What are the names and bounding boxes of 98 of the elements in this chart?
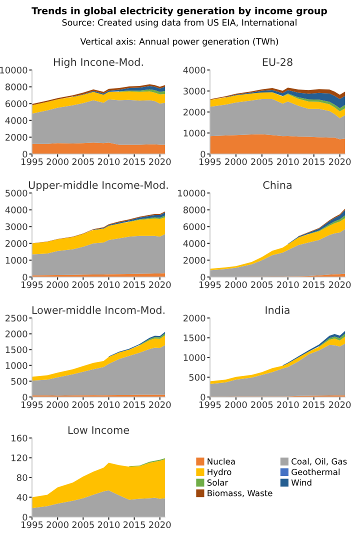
text: Trends in global electricity generation by income group [32, 7, 328, 16]
x-tick-label: 2000 [225, 158, 247, 166]
x-tick-label: 2005 [72, 281, 94, 288]
y-tick-label: 1000 [6, 256, 28, 264]
legend-label: Nuclea [208, 458, 235, 465]
x-tick-label: 2010 [277, 158, 299, 166]
y-tick-label: 4000 [183, 240, 206, 247]
x-tick-label: 2015 [303, 281, 325, 288]
y-tick-label: 160 [12, 434, 28, 442]
chart-title: High Incone-Mod. [54, 58, 143, 68]
x-tick-label: 2005 [251, 281, 273, 288]
y-tick-label: 10000 [0, 66, 28, 74]
x-tick-label: 2020 [149, 401, 171, 408]
x-tick-label: 2015 [123, 401, 146, 408]
x-tick-label: 1995 [22, 521, 43, 528]
y-tick-label: 2000 [6, 134, 28, 141]
y-tick-label: 1000 [184, 130, 206, 137]
x-tick-label: 2015 [303, 401, 325, 408]
x-tick-label: 2015 [123, 521, 146, 528]
y-tick-label: 1500 [184, 334, 206, 342]
y-tick-label: 10000 [178, 190, 206, 197]
y-tick-label: 120 [12, 454, 28, 462]
x-tick-label: 2000 [46, 401, 68, 408]
y-tick-label: 80 [16, 474, 28, 482]
legend-label: Hydro [208, 468, 232, 477]
y-tick-label: 0 [22, 394, 28, 401]
y-tick-label: 3000 [6, 223, 28, 230]
legend-label: Geothermal [292, 468, 340, 476]
x-tick-label: 1995 [200, 281, 221, 288]
y-tick-label: 2000 [184, 314, 206, 322]
y-tick-label: 40 [16, 494, 28, 501]
y-tick-label: 1000 [184, 354, 206, 362]
chart-title: Lower-middle Incom-Mod. [32, 306, 164, 314]
x-tick-label: 2005 [251, 401, 273, 408]
y-tick-label: 3000 [184, 88, 206, 95]
chart-title: Low Income [68, 426, 130, 434]
x-tick-label: 2005 [72, 521, 94, 528]
x-tick-label: 2005 [251, 158, 273, 166]
x-tick-label: 2020 [149, 521, 171, 528]
x-tick-label: 2000 [46, 521, 68, 528]
x-tick-label: 2015 [303, 158, 325, 166]
x-tick-label: 2000 [46, 158, 68, 166]
x-tick-label: 2010 [98, 521, 120, 528]
x-tick-label: 1995 [200, 401, 221, 408]
y-tick-label: 1500 [6, 346, 28, 354]
y-tick-label: 0 [200, 150, 206, 158]
legend-label: Solar [207, 479, 228, 486]
x-tick-label: 2020 [328, 281, 351, 288]
y-tick-label: 1000 [6, 362, 28, 369]
legend-label: Coal, Oil, Gas [292, 458, 347, 466]
y-tick-label: 500 [11, 378, 28, 385]
chart-title: India [266, 306, 290, 314]
y-tick-label: 8000 [183, 206, 206, 214]
x-tick-label: 2020 [149, 281, 171, 288]
x-tick-label: 2000 [225, 401, 247, 408]
text: Vertical axis: Annual power generation (TWh) [80, 38, 278, 46]
x-tick-label: 2010 [98, 281, 120, 288]
y-tick-label: 8000 [5, 84, 28, 90]
y-tick-label: 4000 [5, 117, 28, 124]
x-tick-label: 2020 [328, 158, 351, 166]
y-tick-label: 6000 [5, 100, 28, 108]
y-tick-label: 4000 [183, 66, 206, 74]
x-tick-label: 2020 [149, 158, 171, 166]
y-tick-label: 500 [189, 374, 206, 381]
source-note: Source: Created using data from US EIA, International [62, 19, 296, 28]
legend-label: Wind [291, 479, 312, 486]
x-tick-label: 2020 [328, 401, 351, 408]
chart-title: China [263, 180, 292, 189]
x-tick-label: 1995 [22, 401, 43, 408]
x-tick-label: 2005 [72, 158, 94, 166]
x-tick-label: 2000 [46, 281, 68, 288]
x-tick-label: 2015 [123, 281, 146, 288]
x-tick-label: 1995 [22, 281, 43, 288]
y-tick-label: 0 [22, 150, 28, 158]
x-tick-label: 1995 [22, 158, 43, 166]
x-tick-label: 2010 [98, 401, 120, 408]
x-tick-label: 1995 [200, 158, 221, 166]
y-tick-label: 0 [200, 274, 206, 281]
x-tick-label: 2010 [277, 401, 299, 408]
x-tick-label: 2005 [72, 401, 94, 408]
y-tick-label: 2000 [184, 108, 206, 116]
chart-title: Upper-middle Income-Mod. [28, 180, 168, 191]
chart-title: EU-28 [262, 58, 292, 66]
y-tick-label: 2000 [6, 330, 28, 338]
x-tick-label: 2015 [123, 158, 146, 166]
x-tick-label: 2010 [98, 158, 120, 166]
x-tick-label: 2010 [277, 281, 299, 288]
x-tick-label: 2000 [225, 281, 247, 288]
y-tick-label: 0 [200, 394, 206, 401]
y-tick-label: 2500 [6, 314, 28, 322]
y-tick-label: 5000 [6, 190, 28, 197]
y-tick-label: 6000 [183, 223, 206, 230]
y-tick-label: 0 [22, 514, 28, 521]
y-tick-label: 2000 [184, 256, 206, 264]
y-tick-label: 0 [22, 274, 28, 281]
y-tick-label: 2000 [6, 240, 28, 247]
y-tick-label: 4000 [5, 206, 28, 214]
legend-label: Biomass, Waste [208, 490, 272, 498]
